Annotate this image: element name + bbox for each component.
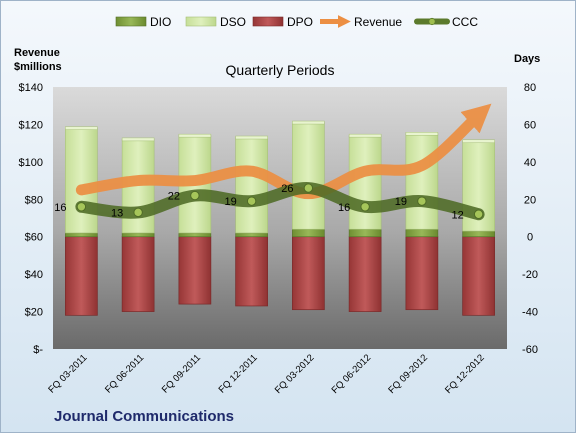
right-axis-tick-label: 80 (524, 82, 536, 94)
dio-bar (405, 228, 439, 238)
right-axis-tick-label: -60 (522, 344, 538, 356)
dso-bar (292, 122, 325, 230)
legend-dio-swatch (115, 16, 147, 27)
legend-ccc-label: CCC (452, 15, 478, 29)
right-axis-tick-label: 20 (524, 194, 536, 206)
dso-bar (65, 127, 98, 234)
dio-bar (178, 232, 212, 238)
left-axis-tick-label: $120 (19, 119, 43, 131)
dio-bar (235, 232, 268, 238)
left-axis-tick-label: $60 (25, 232, 43, 244)
ccc-point (76, 202, 87, 212)
right-axis-tick-label: -20 (522, 269, 538, 281)
ccc-data-label: 16 (54, 202, 66, 214)
ccc-data-label: 13 (111, 207, 123, 219)
dso-bar-cap (405, 132, 439, 136)
legend-dso-swatch (185, 16, 217, 27)
dso-bar-cap (348, 133, 382, 138)
legend-ccc-marker (428, 17, 436, 26)
dpo-bar (462, 236, 495, 316)
legend-dso-label: DSO (220, 15, 246, 29)
footer-title: Journal Communications (54, 408, 234, 425)
ccc-data-label: 16 (338, 202, 350, 214)
dso-bar-cap (235, 135, 268, 140)
ccc-point (303, 183, 314, 193)
ccc-point (133, 207, 143, 218)
legend-dpo-swatch (252, 16, 284, 27)
ccc-data-label: 19 (395, 196, 407, 208)
dso-bar (348, 135, 382, 230)
dpo-bar (65, 236, 98, 316)
dso-bar-cap (292, 120, 325, 125)
ccc-line (75, 182, 485, 221)
left-axis-ticks: $- $20 $40 $60 $80 $100 $120 $140 (19, 82, 44, 356)
ccc-point (473, 209, 484, 219)
ccc-point (360, 202, 370, 212)
ccc-point (190, 190, 200, 201)
dso-bar-cap (121, 137, 155, 142)
dio-bar (65, 232, 98, 238)
left-axis-label-line1: Revenue (14, 47, 60, 59)
dpo-bar (121, 236, 155, 312)
legend-dio-label: DIO (150, 15, 171, 29)
dso-bar (235, 137, 268, 234)
ccc-data-label: 12 (452, 209, 464, 221)
ccc-data-label: 26 (281, 183, 293, 195)
dpo-bar (178, 236, 212, 305)
left-axis-tick-label: $20 (25, 307, 43, 319)
dso-bar (405, 133, 439, 230)
dio-bar (292, 228, 325, 238)
dpo-bar (405, 236, 439, 311)
dso-bar-cap (65, 126, 98, 130)
right-axis-label: Days (514, 53, 540, 65)
left-axis-tick-label: $40 (25, 269, 43, 281)
ccc-point (417, 196, 427, 206)
dso-bar-cap (462, 139, 495, 144)
left-axis-tick-label: $100 (19, 157, 43, 169)
right-axis-tick-label: 0 (527, 232, 533, 244)
left-axis-tick-label: $140 (19, 82, 43, 94)
left-axis-label-line2: $millions (14, 61, 62, 73)
ccc-layer: 16 13 22 19 26 16 19 12 (54, 182, 485, 221)
ccc-point (246, 196, 257, 206)
legend-dpo-label: DPO (287, 15, 313, 29)
dpo-bar (235, 236, 268, 307)
left-axis-tick-label: $80 (25, 194, 43, 206)
ccc-data-label: 22 (168, 191, 180, 203)
right-axis-tick-label: -40 (522, 307, 538, 319)
ccc-data-label: 19 (225, 196, 237, 208)
dio-bar (462, 230, 495, 238)
dso-bar-cap (178, 133, 212, 138)
dio-bar (348, 228, 382, 238)
dpo-bar (348, 236, 382, 312)
dio-bar (121, 232, 155, 238)
chart-title: Quarterly Periods (226, 62, 335, 78)
legend: DIO DSO DPO Revenue CCC (115, 15, 478, 29)
legend-revenue-label: Revenue (354, 15, 402, 29)
right-axis-tick-label: 40 (524, 157, 536, 169)
right-axis-tick-label: 60 (524, 119, 536, 131)
bars-layer (65, 120, 495, 316)
left-axis-tick-label: $- (33, 344, 43, 356)
dpo-bar (292, 236, 325, 311)
right-axis-ticks: -60 -40 -20 0 20 40 60 80 (522, 82, 538, 356)
